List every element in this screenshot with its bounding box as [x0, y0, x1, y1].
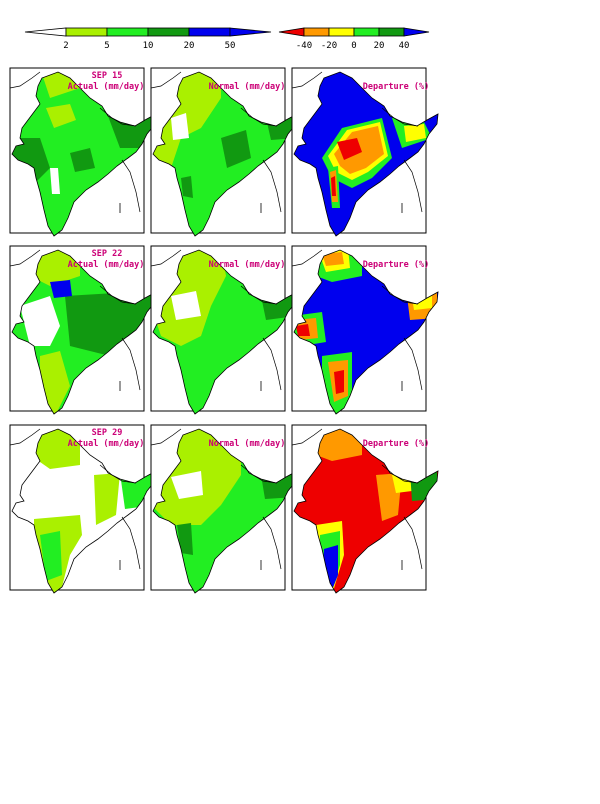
panel-title: Actual (mm/day): [68, 439, 145, 449]
map-panel-sep15-actual: SEP 15 Actual (mm/day): [9, 67, 157, 237]
panel-title: Departure (%): [363, 82, 430, 92]
legend-departure-tick: -40: [296, 41, 312, 51]
legend-departure-tick: 20: [374, 41, 385, 51]
map-panel-sep22-departure: Departure (%): [291, 245, 439, 415]
legend-actual-box-2-5: [65, 27, 108, 37]
map-panel-sep15-normal: Normal (mm/day): [150, 67, 298, 237]
legend-actual-tick: 2: [63, 41, 68, 51]
legend-actual-arrow-high: [229, 27, 272, 37]
legend-actual-tick: 20: [184, 41, 195, 51]
legend-actual-tick: 5: [104, 41, 109, 51]
panel-date-label: SEP 15: [92, 71, 123, 81]
panel-title: Departure (%): [363, 439, 430, 449]
panel-date-label: SEP 22: [92, 249, 123, 259]
legend-departure-box: [328, 27, 355, 37]
legend-departure-box: [353, 27, 380, 37]
map-panel-sep15-departure: Departure (%): [291, 67, 439, 237]
legend-departure-box: [378, 27, 405, 37]
legend-actual-box-5-10: [106, 27, 149, 37]
legend-departure-scale: -40 -20 0 20 40: [278, 27, 430, 51]
panel-title: Normal (mm/day): [209, 439, 286, 449]
panel-date-label: SEP 29: [92, 428, 123, 438]
panel-title: Departure (%): [363, 260, 430, 270]
panel-title: Normal (mm/day): [209, 82, 286, 92]
legend-actual-box-20-50: [188, 27, 231, 37]
map-panel-sep22-actual: SEP 22 Actual (mm/day): [9, 245, 157, 415]
legend-actual-box-10-20: [147, 27, 190, 37]
legend-departure-tick: 0: [351, 41, 356, 51]
map-panel-sep22-normal: Normal (mm/day): [150, 245, 298, 415]
panel-title: Actual (mm/day): [68, 82, 145, 92]
legend-actual-tick: 10: [143, 41, 154, 51]
legend-departure-arrow-high: [403, 27, 430, 37]
legend-actual-scale: 2 5 10 20 50: [24, 27, 272, 51]
legend-actual-arrow-low: [24, 27, 67, 37]
map-panel-sep29-normal: Normal (mm/day): [150, 424, 298, 594]
legend-departure-tick: -20: [321, 41, 337, 51]
map-panel-sep29-departure: Departure (%): [291, 424, 439, 594]
panel-title: Normal (mm/day): [209, 260, 286, 270]
legend-departure-tick: 40: [399, 41, 410, 51]
map-panel-sep29-actual: SEP 29 Actual (mm/day): [9, 424, 157, 594]
legend-departure-box: [303, 27, 330, 37]
legend-departure-arrow-low: [278, 27, 305, 37]
legend-actual-tick: 50: [225, 41, 236, 51]
panel-title: Actual (mm/day): [68, 260, 145, 270]
